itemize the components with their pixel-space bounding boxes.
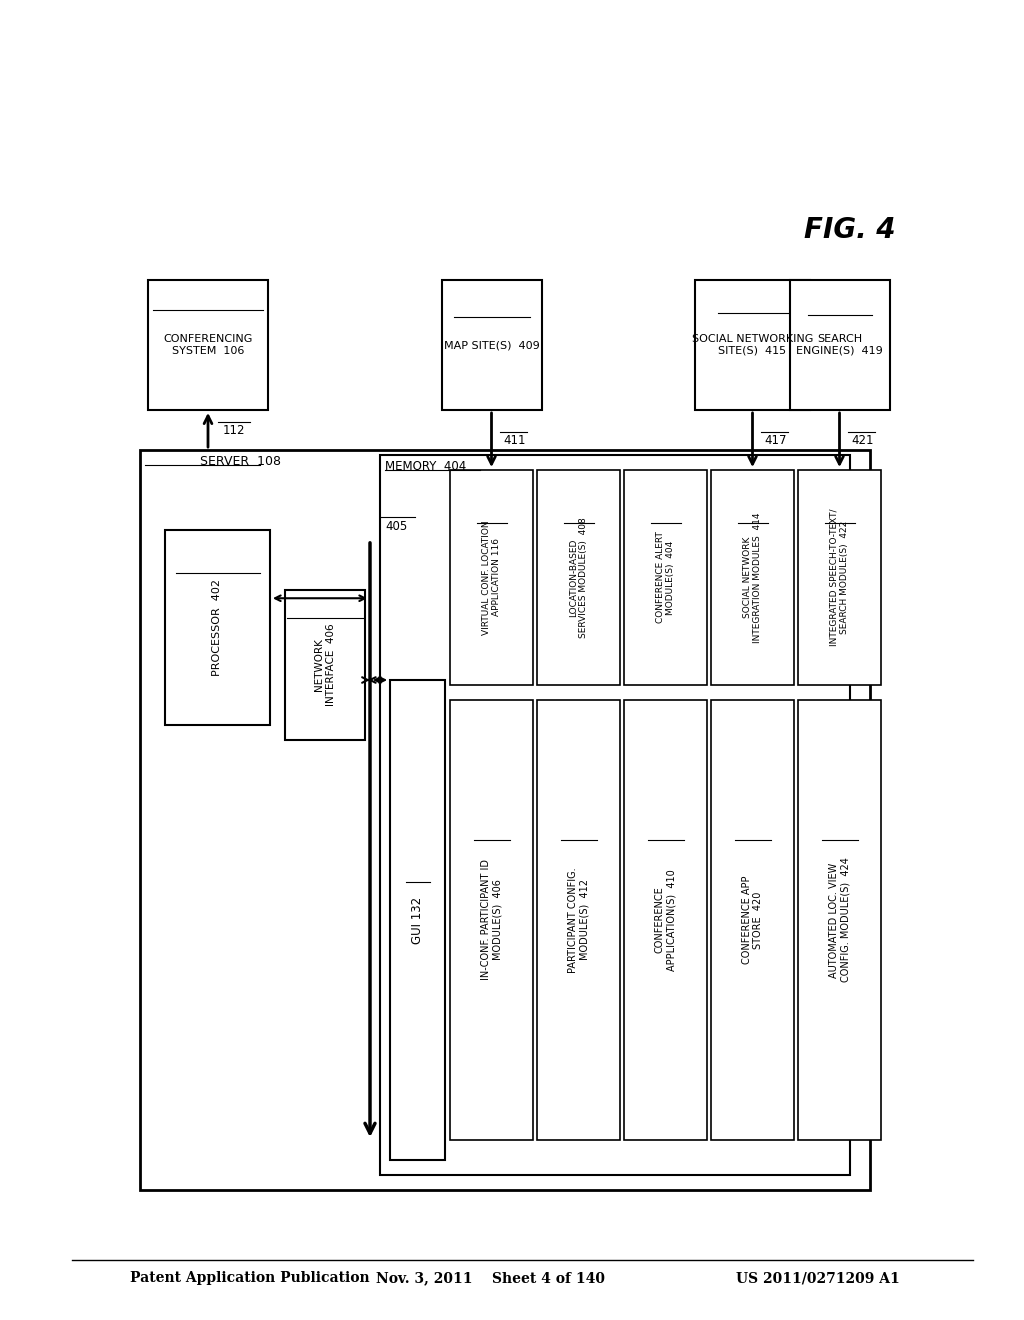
Bar — [140, 450, 870, 1191]
Text: IN-CONF. PARTICIPANT ID
MODULE(S)  406: IN-CONF. PARTICIPANT ID MODULE(S) 406 — [480, 859, 503, 981]
Text: 421: 421 — [852, 433, 874, 446]
Text: CONFERENCE APP
STORE  420: CONFERENCE APP STORE 420 — [741, 875, 763, 964]
Text: FIG. 4: FIG. 4 — [804, 216, 896, 244]
Bar — [450, 470, 534, 685]
Bar — [285, 590, 365, 741]
Text: SERVER  108: SERVER 108 — [200, 455, 281, 469]
Text: Patent Application Publication: Patent Application Publication — [130, 1271, 370, 1284]
Bar — [624, 700, 707, 1140]
Text: NETWORK
INTERFACE  406: NETWORK INTERFACE 406 — [314, 623, 336, 706]
Bar — [380, 455, 850, 1175]
Text: PARTICIPANT CONFIG.
MODULE(S)  412: PARTICIPANT CONFIG. MODULE(S) 412 — [567, 867, 589, 973]
Bar — [798, 470, 881, 685]
Text: CONFERENCE
APPLICATION(S)  410: CONFERENCE APPLICATION(S) 410 — [654, 869, 676, 972]
Text: SEARCH
ENGINE(S)  419: SEARCH ENGINE(S) 419 — [796, 334, 883, 356]
Text: 411: 411 — [504, 433, 526, 446]
Bar — [165, 531, 270, 725]
Text: MEMORY  404: MEMORY 404 — [385, 459, 466, 473]
Bar — [798, 700, 881, 1140]
Text: INTEGRATED SPEECH-TO-TEXT/
SEARCH MODULE(S)  422: INTEGRATED SPEECH-TO-TEXT/ SEARCH MODULE… — [829, 508, 849, 647]
Bar — [148, 280, 268, 411]
Text: CONFERENCING
SYSTEM  106: CONFERENCING SYSTEM 106 — [163, 334, 253, 356]
Bar — [695, 280, 810, 411]
Text: 112: 112 — [223, 424, 246, 437]
Text: MAP SITE(S)  409: MAP SITE(S) 409 — [443, 341, 540, 350]
Bar — [450, 700, 534, 1140]
Text: SOCIAL NETWORKING
SITE(S)  415: SOCIAL NETWORKING SITE(S) 415 — [692, 334, 813, 356]
Bar — [711, 470, 794, 685]
Bar — [711, 700, 794, 1140]
Bar — [790, 280, 890, 411]
Text: LOCATION-BASED
SERVICES MODULE(S)  408: LOCATION-BASED SERVICES MODULE(S) 408 — [568, 517, 588, 638]
Text: VIRTUAL CONF. LOCATION
APPLICATION 116: VIRTUAL CONF. LOCATION APPLICATION 116 — [482, 520, 501, 635]
Text: SOCIAL NETWORK
INTEGRATION MODULES  414: SOCIAL NETWORK INTEGRATION MODULES 414 — [742, 512, 762, 643]
Text: PROCESSOR  402: PROCESSOR 402 — [213, 579, 222, 676]
Text: 405: 405 — [385, 520, 408, 533]
Text: US 2011/0271209 A1: US 2011/0271209 A1 — [736, 1271, 900, 1284]
Text: GUI 132: GUI 132 — [411, 896, 424, 944]
Text: Nov. 3, 2011    Sheet 4 of 140: Nov. 3, 2011 Sheet 4 of 140 — [376, 1271, 604, 1284]
Text: 417: 417 — [765, 433, 787, 446]
Bar — [390, 680, 445, 1160]
Bar — [537, 470, 620, 685]
Text: CONFERENCE ALERT
MODULE(S)  404: CONFERENCE ALERT MODULE(S) 404 — [655, 532, 675, 623]
Bar — [441, 280, 542, 411]
Bar — [624, 470, 707, 685]
Text: AUTOMATED LOC. VIEW
CONFIG. MODULE(S)  424: AUTOMATED LOC. VIEW CONFIG. MODULE(S) 42… — [828, 858, 850, 982]
Bar — [537, 700, 620, 1140]
